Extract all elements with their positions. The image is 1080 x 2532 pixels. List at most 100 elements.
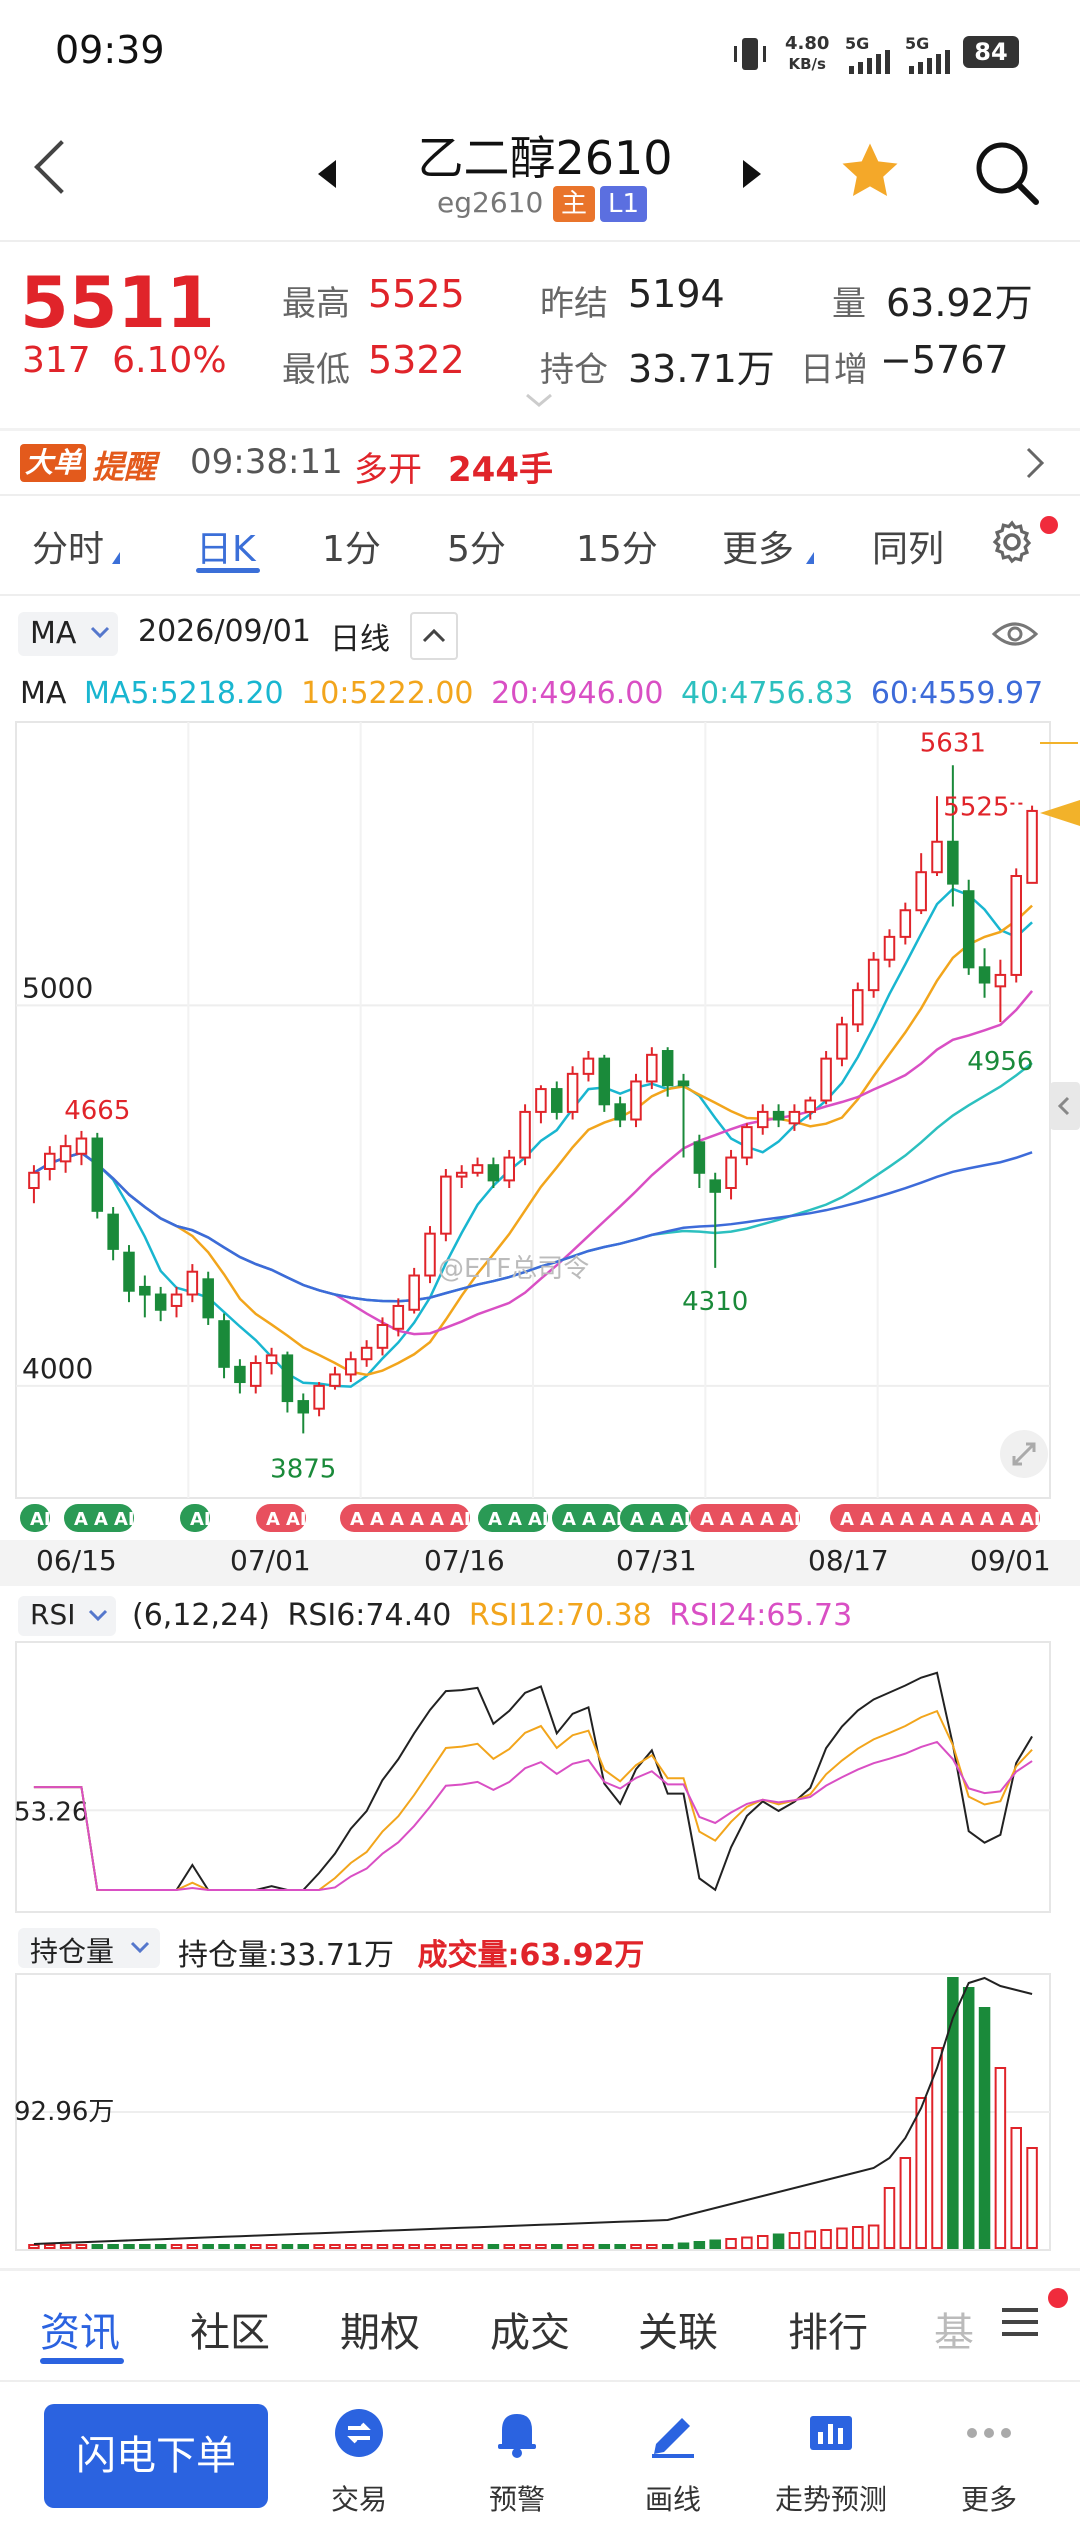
candle <box>345 1351 357 1383</box>
candle-body <box>392 1304 405 1330</box>
candle <box>281 1351 294 1413</box>
candle <box>978 948 991 998</box>
bottom-tab-fund[interactable]: 基 <box>934 2310 974 2356</box>
ai-badge-text: A <box>720 1509 734 1530</box>
volume-bar <box>28 2244 40 2249</box>
ai-badge-text: AI <box>1020 1509 1041 1530</box>
prev-settle-label: 昨结 <box>540 284 608 324</box>
tab-1min[interactable]: 1分 <box>322 529 381 570</box>
volume-bar <box>408 2244 420 2249</box>
tab-more[interactable]: 更多 <box>722 529 795 570</box>
bottom-tab-trades[interactable]: 成交 <box>490 2310 570 2356</box>
candle <box>186 1264 199 1303</box>
candle-body <box>551 1088 563 1113</box>
volume-bar <box>772 2233 785 2249</box>
settings-notification-dot <box>1040 516 1058 534</box>
candle-body <box>820 1057 832 1102</box>
tab-timeshare[interactable]: 分时 <box>32 529 105 570</box>
candle-body <box>661 1050 674 1087</box>
price-marker-line <box>1040 742 1078 744</box>
menu-icon[interactable] <box>1000 2302 1040 2342</box>
gear-icon[interactable] <box>988 518 1036 566</box>
rsi-selector[interactable]: RSI <box>18 1596 116 1636</box>
candle-body <box>265 1354 278 1365</box>
collapse-chart-button[interactable] <box>410 612 458 660</box>
tab-5min[interactable]: 5分 <box>447 529 506 570</box>
candle <box>915 853 927 915</box>
volume-bar <box>551 2244 563 2249</box>
ai-badge-text: A <box>900 1509 914 1530</box>
volume-bar <box>249 2244 262 2249</box>
volume-bar <box>123 2244 135 2249</box>
tab-same-column[interactable]: 同列 <box>872 529 945 570</box>
volume-bar <box>899 2157 912 2249</box>
bottom-tab-community[interactable]: 社区 <box>190 2310 270 2356</box>
back-icon[interactable] <box>34 140 88 194</box>
volume-bar <box>218 2244 230 2249</box>
volume-bar <box>788 2232 801 2249</box>
volume-bar <box>59 2244 72 2249</box>
change-percent: 6.10% <box>112 340 227 381</box>
nav-draw-label: 画线 <box>644 2483 701 2516</box>
candle-body <box>313 1384 325 1410</box>
ma5-line <box>33 887 1033 1388</box>
tab-daily-k[interactable]: 日K <box>196 529 256 570</box>
bottom-tab-related[interactable]: 关联 <box>638 2310 718 2356</box>
side-drawer-handle[interactable] <box>1050 1082 1080 1130</box>
bottom-tab-options[interactable]: 期权 <box>340 2310 420 2356</box>
ai-signal-row[interactable]: AI A A AI AI A AI A A A A A AI A A AI A A AI A A AI A A A A AI A A A A… <box>0 1500 1080 1536</box>
last-price: 5511 <box>20 262 215 344</box>
book-chart-icon <box>810 2416 852 2450</box>
ai-badge-text: A <box>94 1509 108 1530</box>
ai-badge <box>830 1504 1040 1532</box>
volume-bar <box>947 1977 959 2249</box>
bottom-tab-ranking[interactable]: 排行 <box>788 2310 868 2356</box>
ai-badge-text: A <box>508 1509 522 1530</box>
volume-bar <box>281 2244 294 2249</box>
candle <box>455 1165 468 1188</box>
block-trade-alert[interactable]: 大单 提醒 09:38:11 多开 244手 <box>0 432 1080 492</box>
candle <box>218 1313 230 1379</box>
fullscreen-icon[interactable] <box>998 1428 1050 1480</box>
next-contract-icon[interactable] <box>743 160 761 188</box>
expand-quote-icon[interactable] <box>524 392 554 410</box>
prev-contract-icon[interactable] <box>318 160 336 188</box>
ai-badge-text: AI <box>190 1509 211 1530</box>
chevron-down-icon <box>88 1609 108 1622</box>
candlestick-chart[interactable]: 5000 4000 5631 5525 4665 4310 3875 4956 <box>0 720 1080 1500</box>
flash-order-button[interactable]: 闪电下单 <box>44 2404 268 2508</box>
candle <box>883 929 896 968</box>
high-label: 最高 <box>282 284 350 324</box>
candle-body <box>154 1293 167 1311</box>
oi-selector[interactable]: 持仓量 <box>18 1928 160 1968</box>
volume-oi-chart[interactable]: 92.96万 <box>0 1972 1080 2254</box>
battery-icon: 84 <box>963 36 1019 68</box>
bottom-tab-news[interactable]: 资讯 <box>40 2310 120 2356</box>
candle-body <box>582 1057 595 1075</box>
search-icon[interactable] <box>972 138 1042 208</box>
tab-15min[interactable]: 15分 <box>576 529 658 570</box>
ma60-legend: 60:4559.97 <box>870 676 1044 711</box>
price-annotation: 5631 <box>920 728 986 758</box>
low-label: 最低 <box>282 350 350 390</box>
volume-bar <box>582 2244 595 2249</box>
volume-bar <box>329 2244 341 2249</box>
star-icon[interactable] <box>836 138 904 204</box>
volume-bar <box>202 2244 214 2249</box>
ai-badge-text: A <box>370 1509 384 1530</box>
volume-bar <box>154 2244 167 2249</box>
eye-icon[interactable] <box>990 614 1040 654</box>
candle-body <box>329 1373 341 1387</box>
ai-badge-text: A <box>410 1509 424 1530</box>
signal-icon <box>849 50 890 74</box>
candle <box>1026 805 1038 884</box>
volume-bar <box>661 2244 674 2249</box>
candle <box>503 1149 515 1188</box>
candle-body <box>994 973 1007 988</box>
candle <box>1010 868 1022 983</box>
candle-body <box>741 1126 753 1159</box>
rsi-chart[interactable]: 53.26 <box>0 1640 1080 1920</box>
candle-body <box>677 1080 690 1087</box>
candle-body <box>867 958 880 992</box>
indicator-selector[interactable]: MA <box>18 612 118 656</box>
